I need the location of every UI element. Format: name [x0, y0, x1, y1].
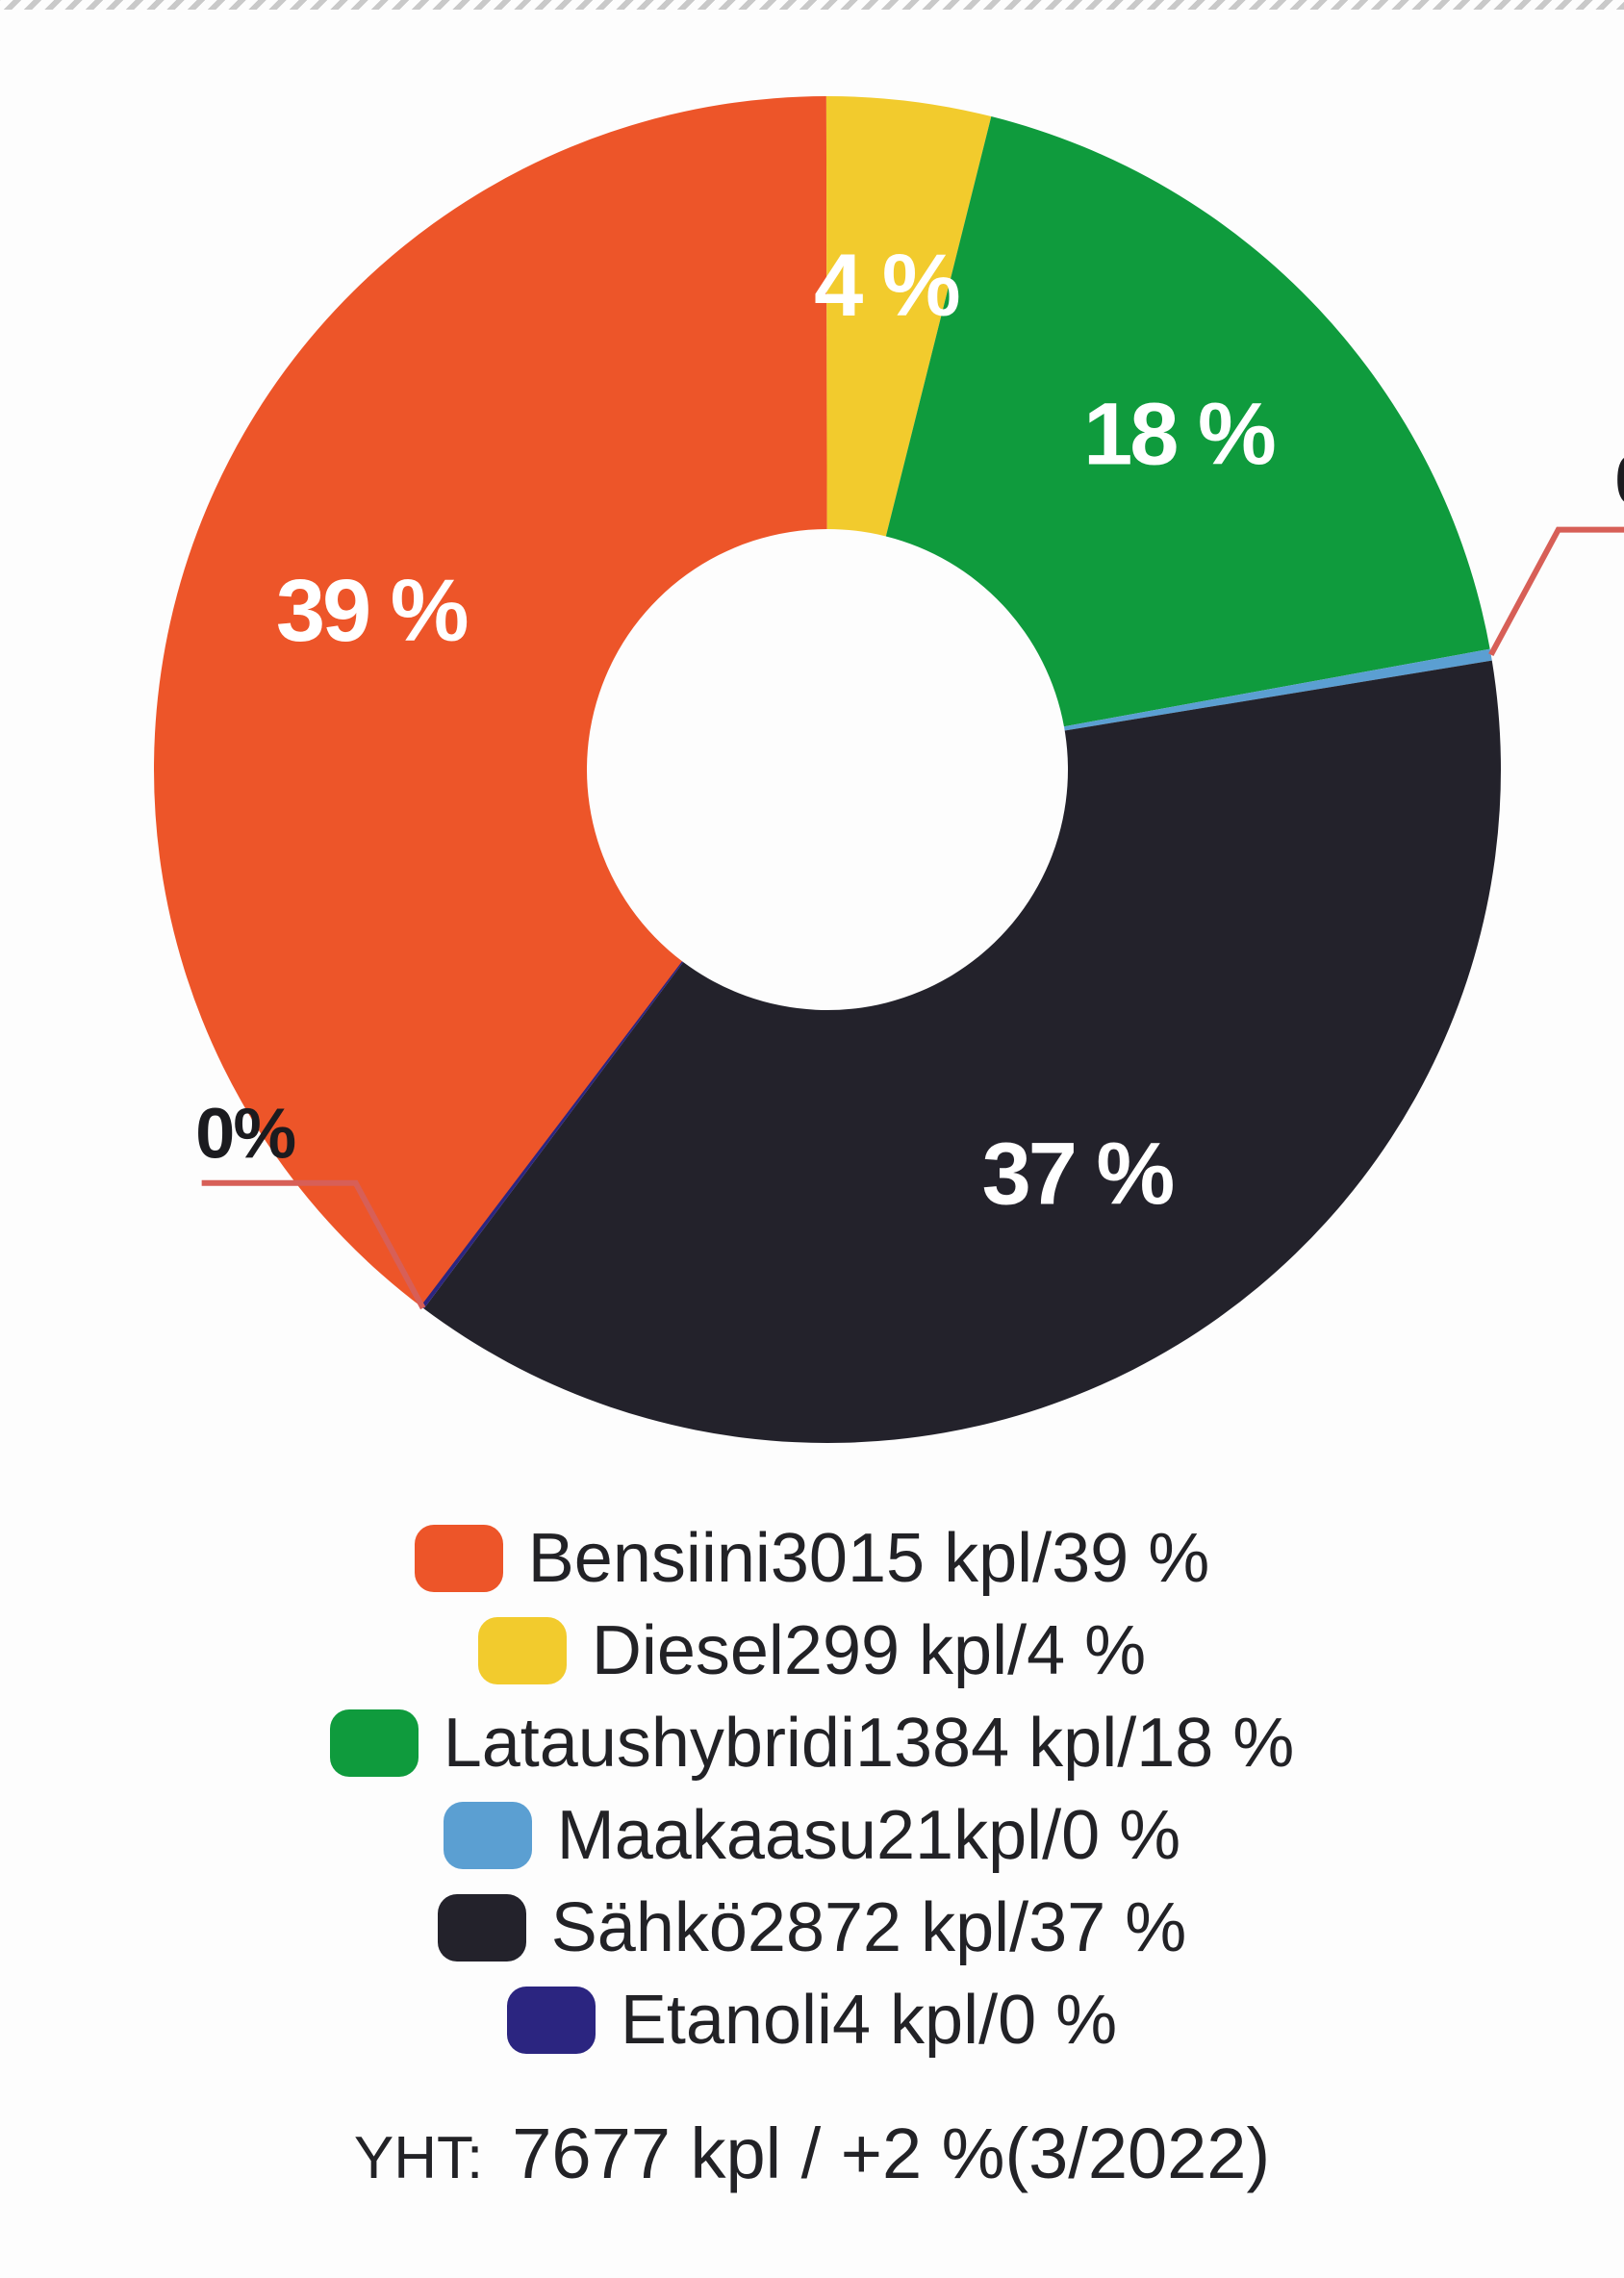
legend-name: Diesel	[591, 1612, 784, 1689]
legend-item-bensiini: Bensiini 3015 kpl / 39 %	[414, 1512, 1210, 1605]
legend-name: Bensiini	[527, 1520, 771, 1597]
slice-label-diesel: 4 %	[814, 237, 959, 335]
total-line: YHT: 7677 kpl / +2 %(3/2022)	[0, 2113, 1624, 2194]
legend-name: Etanoli	[620, 1982, 832, 2059]
labels-layer: 39 % 4 % 18 % 37 %	[276, 237, 1278, 1224]
legend-percent: 0 %	[1061, 1797, 1181, 1874]
slice-diesel	[825, 96, 992, 537]
legend-value: 3015 kpl	[770, 1520, 1033, 1597]
total-change: +2 %(3/2022)	[840, 2113, 1271, 2193]
slice-label-lataushybridi: 18 %	[1083, 386, 1275, 484]
donut-chart: 0% 0% 39 % 4 % 18 % 37 %	[154, 96, 1624, 1443]
legend-percent: 18 %	[1136, 1705, 1295, 1782]
legend-name: Maakaasu	[556, 1797, 876, 1874]
legend-percent: 0 %	[998, 1982, 1118, 2059]
callout-label-etanoli: 0%	[195, 1094, 294, 1174]
legend-separator: /	[1009, 1889, 1029, 1966]
callouts-layer: 0% 0%	[195, 441, 1624, 1310]
legend-separator: /	[1032, 1520, 1053, 1597]
total-separator: /	[781, 2113, 841, 2193]
legend-item-diesel: Diesel 299 kpl / 4 %	[477, 1605, 1147, 1697]
legend-value: 2872 kpl	[747, 1889, 1010, 1966]
legend-value: 1384 kpl	[854, 1705, 1118, 1782]
legend-item-lataushybridi: Lataushybridi 1384 kpl / 18 %	[329, 1697, 1295, 1789]
slice-maakaasu	[1063, 648, 1492, 731]
legend-swatch	[414, 1525, 503, 1592]
callout-line-maakaasu	[1488, 526, 1624, 657]
slice-bensiini	[154, 96, 827, 1308]
total-prefix: YHT:	[353, 2125, 484, 2191]
slice-label-bensiini: 39 %	[276, 562, 468, 660]
legend-item-etanoli: Etanoli 4 kpl / 0 %	[506, 1974, 1118, 2066]
legend-name: Sähkö	[550, 1889, 748, 1966]
slices-layer	[154, 96, 1502, 1443]
legend-swatch	[329, 1709, 419, 1777]
legend-percent: 4 %	[1027, 1612, 1147, 1689]
slice-lataushybridi	[885, 116, 1490, 727]
legend-item-maakaasu: Maakaasu 21kpl / 0 %	[443, 1789, 1181, 1882]
legend-swatch	[506, 1987, 596, 2054]
callout-label-maakaasu: 0%	[1614, 441, 1624, 520]
legend-value: 21kpl	[875, 1797, 1043, 1874]
legend-separator: /	[978, 1982, 999, 2059]
callout-line-etanoli	[201, 1179, 426, 1310]
legend-swatch	[477, 1617, 567, 1684]
top-dashed-border	[0, 0, 1624, 10]
legend-percent: 37 %	[1028, 1889, 1187, 1966]
total-value: 7677 kpl	[512, 2113, 782, 2193]
legend-swatch	[443, 1802, 532, 1869]
legend-value: 299 kpl	[783, 1612, 1008, 1689]
legend-separator: /	[1042, 1797, 1062, 1874]
legend-separator: /	[1117, 1705, 1137, 1782]
legend-name: Lataushybridi	[443, 1705, 855, 1782]
slice-etanoli	[420, 961, 684, 1309]
legend-value: 4 kpl	[831, 1982, 979, 2059]
slice-sahko	[423, 660, 1502, 1443]
slice-label-sahko: 37 %	[982, 1126, 1174, 1224]
legend-swatch	[437, 1894, 526, 1962]
legend: Bensiini 3015 kpl / 39 % Diesel 299 kpl /…	[0, 1512, 1624, 2066]
legend-percent: 39 %	[1052, 1520, 1210, 1597]
legend-separator: /	[1007, 1612, 1028, 1689]
legend-item-sahko: Sähkö 2872 kpl / 37 %	[437, 1882, 1187, 1974]
